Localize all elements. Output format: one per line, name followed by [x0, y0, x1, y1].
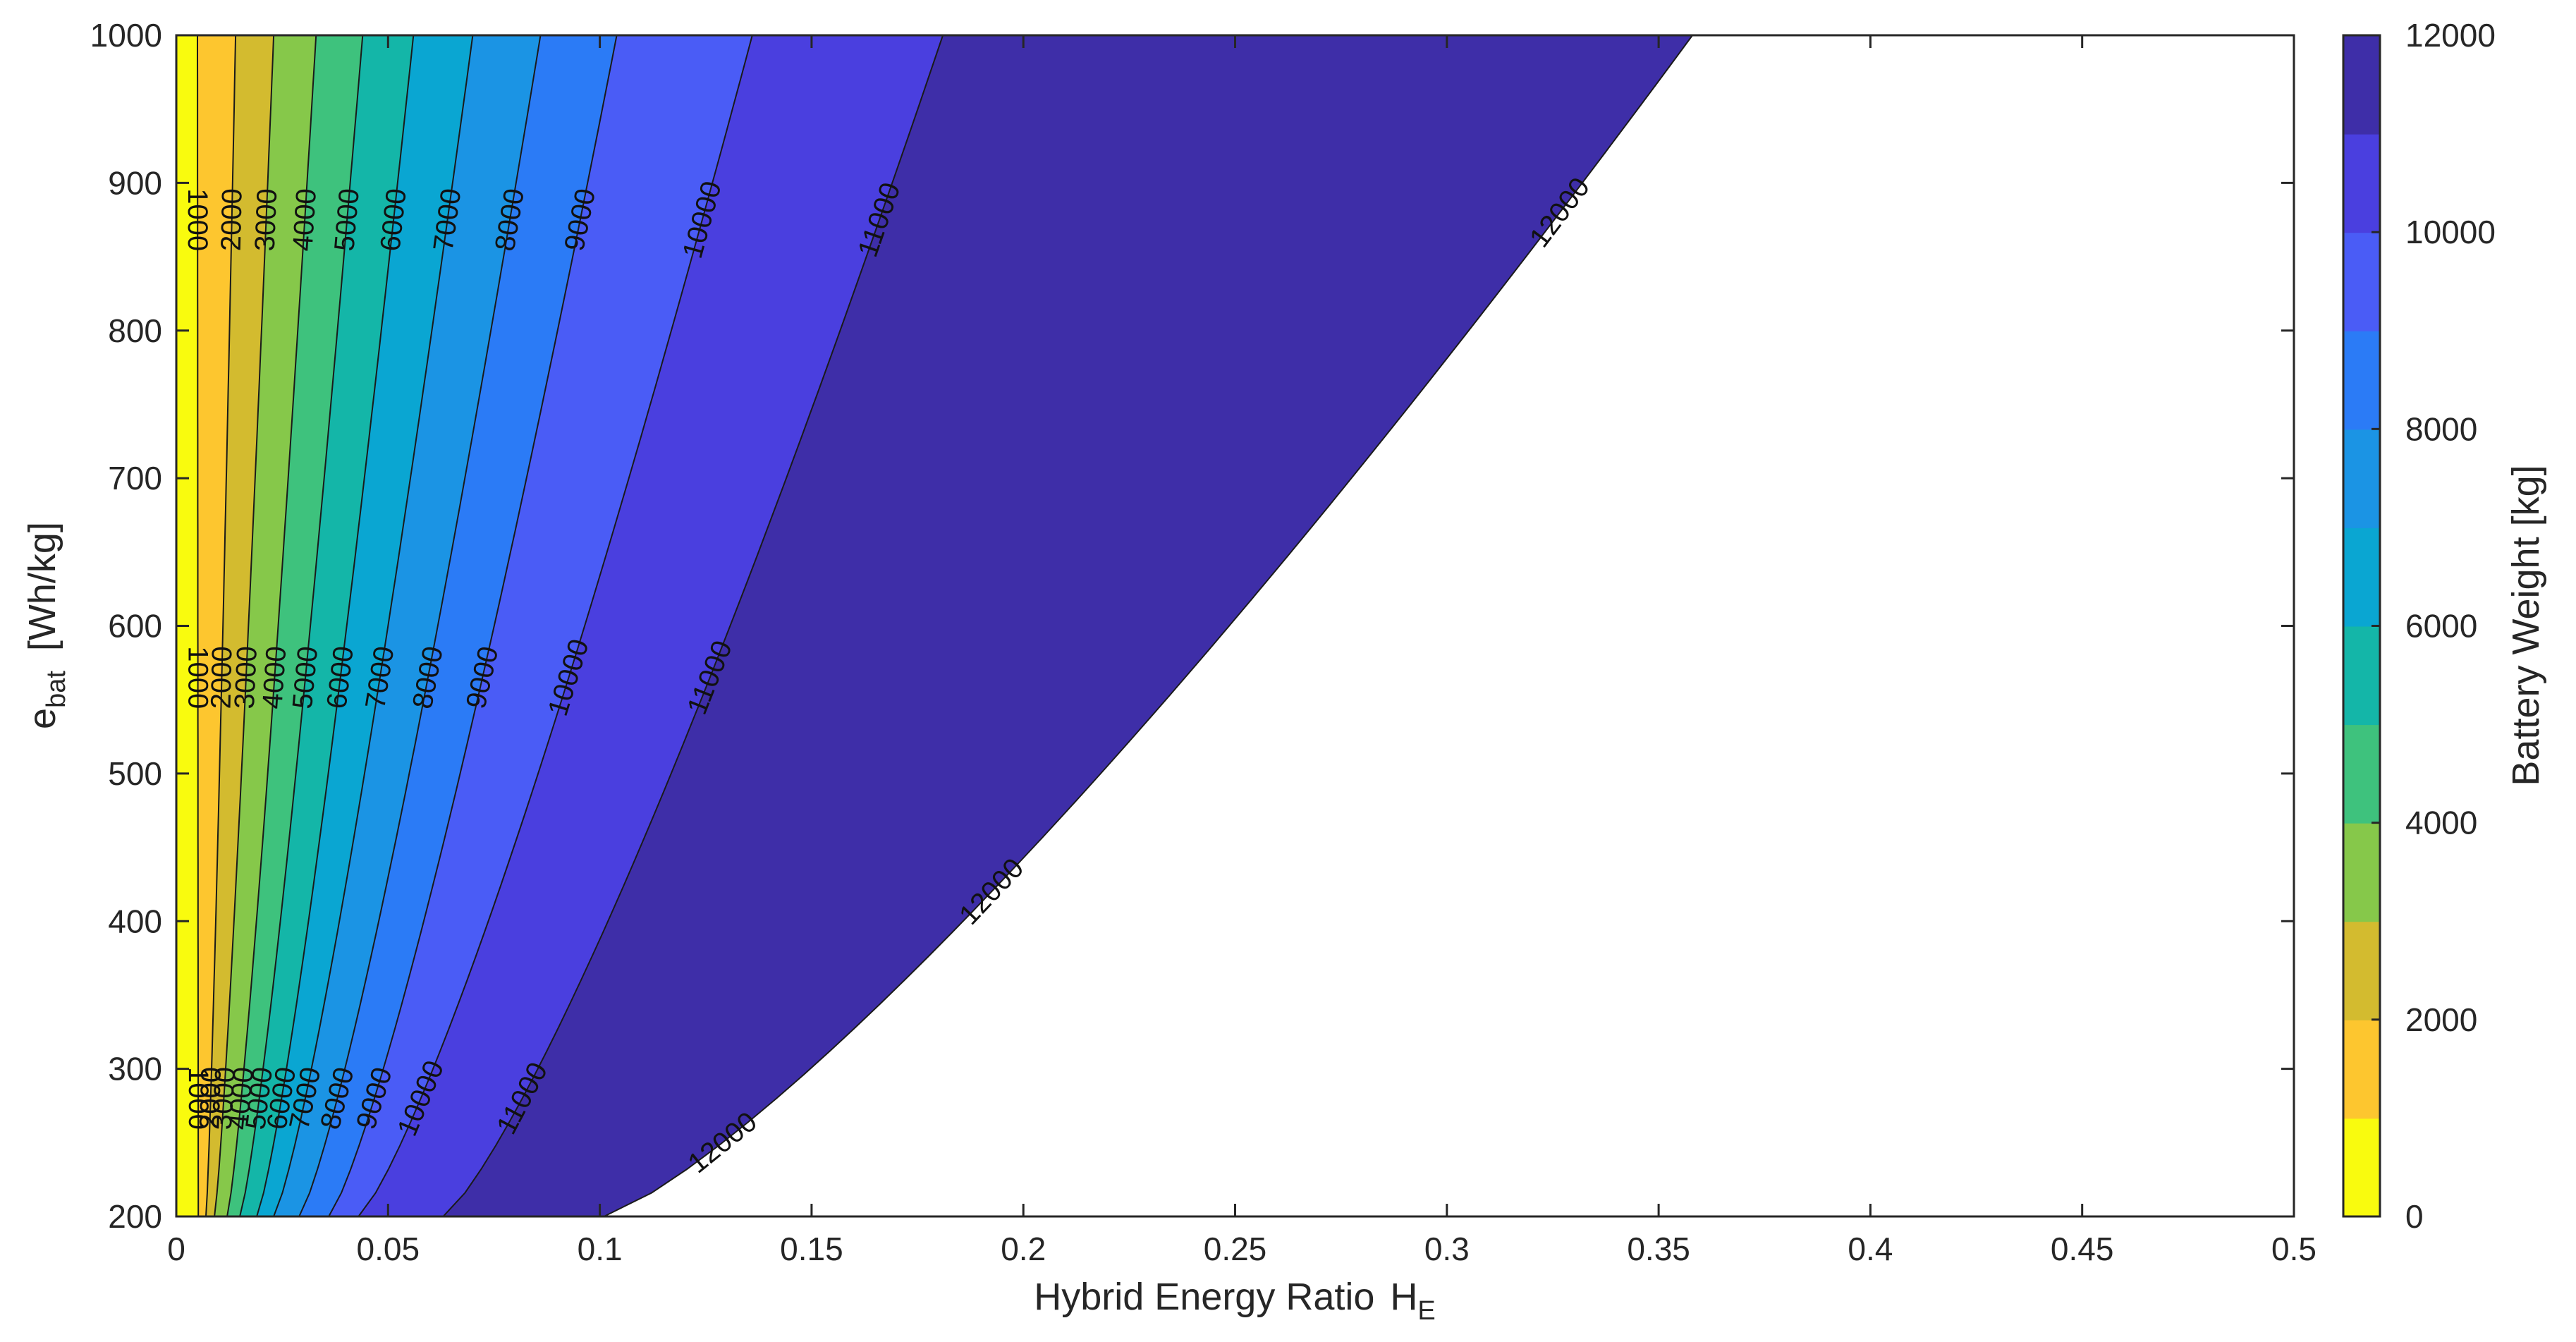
- contour-label: 6000: [374, 187, 412, 252]
- x-axis-label-text: Hybrid Energy Ratio: [1034, 1276, 1374, 1318]
- x-tick-label: 0: [167, 1231, 185, 1267]
- contour-line: [256, 35, 415, 1217]
- contour-line: [298, 35, 542, 1217]
- y-tick-label: 900: [108, 164, 162, 201]
- contour-label: 3000: [250, 188, 283, 252]
- x-tick-label: 0.35: [1627, 1231, 1690, 1267]
- y-axis-label: ebat [Wh/kg]: [21, 522, 71, 729]
- colorbar-tick-label: 12000: [2405, 17, 2496, 54]
- contour-label: 2000: [216, 188, 248, 252]
- contour-label: 4000: [223, 1066, 260, 1131]
- contour-line: [226, 35, 317, 1217]
- contour-label: 5000: [287, 645, 324, 710]
- colorbar-tick-label: 2000: [2405, 1001, 2477, 1038]
- contour-line: [604, 35, 1693, 1217]
- colorbar: 0 2000 4000 6000 8000 10000 12000: [2342, 17, 2496, 1235]
- colorbar-tick-label: 10000: [2405, 214, 2496, 250]
- contour-label: 1000: [182, 188, 213, 251]
- colorbar-segment: [2343, 724, 2380, 824]
- colorbar-segment: [2343, 232, 2380, 331]
- x-axis-label: Hybrid Energy Ratio HE: [1034, 1276, 1436, 1326]
- y-tick-label: 1000: [90, 17, 162, 54]
- contour-label: 3000: [229, 645, 263, 709]
- x-tick-label: 0.15: [780, 1231, 843, 1267]
- y-tick-label: 600: [108, 608, 162, 645]
- colorbar-label: Battery Weight [kg]: [2505, 465, 2547, 786]
- colorbar-tick-label: 6000: [2405, 608, 2477, 645]
- x-tick-label: 0.4: [1848, 1231, 1893, 1267]
- contour-label: 6000: [321, 645, 360, 711]
- x-tick-label: 0.1: [578, 1231, 623, 1267]
- y-tick-label: 300: [108, 1051, 162, 1087]
- contour-label: 1000: [183, 646, 214, 709]
- contour-line: [273, 35, 474, 1217]
- contour-label: 1000: [183, 1067, 214, 1130]
- contour-line: [442, 35, 944, 1217]
- colorbar-tick-label: 8000: [2405, 410, 2477, 447]
- y-tick-label: 500: [108, 755, 162, 792]
- contour-label: 4000: [287, 188, 322, 252]
- x-tick-label: 0.2: [1001, 1231, 1046, 1267]
- colorbar-tick-label: 0: [2405, 1198, 2424, 1235]
- contour-label: 2000: [205, 646, 238, 709]
- contour-label: 5000: [329, 187, 365, 252]
- contour-line: [358, 35, 753, 1217]
- y-axis: 200 300 400 500 600 700 800 900 1000: [90, 17, 2294, 1235]
- x-tick-label: 0.5: [2271, 1231, 2316, 1267]
- colorbar-segment: [2343, 822, 2380, 922]
- y-axis-label-symbol: e: [21, 708, 63, 729]
- y-tick-label: 400: [108, 903, 162, 939]
- x-tick-label: 0.45: [2051, 1231, 2114, 1267]
- contour-line: [214, 35, 275, 1217]
- contour-lines: [197, 35, 1693, 1217]
- colorbar-segment: [2343, 921, 2380, 1020]
- contour-line: [328, 35, 618, 1217]
- x-tick-label: 0.3: [1424, 1231, 1470, 1267]
- colorbar-segment: [2343, 1118, 2380, 1217]
- colorbar-segment: [2343, 527, 2380, 627]
- contour-line: [239, 35, 364, 1217]
- contour-label: 2000: [194, 1066, 227, 1130]
- y-axis-label-unit: [Wh/kg]: [21, 522, 63, 651]
- colorbar-segment: [2343, 429, 2380, 528]
- colorbar-segment: [2343, 35, 2380, 135]
- x-tick-label: 0.25: [1204, 1231, 1267, 1267]
- colorbar-tick-label: 4000: [2405, 805, 2477, 841]
- x-axis-label-symbol: H: [1390, 1276, 1417, 1318]
- x-tick-label: 0.05: [357, 1231, 420, 1267]
- y-tick-label: 800: [108, 312, 162, 349]
- x-axis: 0 0.05 0.1 0.15 0.2 0.25 0.3 0.35 0.4 0.45 0.5: [167, 35, 2316, 1267]
- contour-label: 3000: [207, 1066, 242, 1131]
- colorbar-segment: [2343, 1019, 2380, 1119]
- contour-line: [205, 35, 237, 1217]
- y-tick-label: 700: [108, 460, 162, 496]
- contour-label: 4000: [257, 645, 292, 710]
- colorbar-segment: [2343, 330, 2380, 430]
- contour-bands: [176, 35, 1694, 1217]
- x-axis-label-subscript: E: [1417, 1296, 1435, 1326]
- colorbar-segment: [2343, 626, 2380, 726]
- y-tick-label: 200: [108, 1198, 162, 1235]
- colorbar-segment: [2343, 133, 2380, 233]
- y-axis-label-subscript: bat: [42, 671, 71, 708]
- contour-line: [197, 35, 200, 1216]
